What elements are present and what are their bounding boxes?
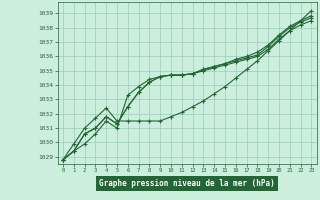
X-axis label: Graphe pression niveau de la mer (hPa): Graphe pression niveau de la mer (hPa) <box>99 179 275 188</box>
